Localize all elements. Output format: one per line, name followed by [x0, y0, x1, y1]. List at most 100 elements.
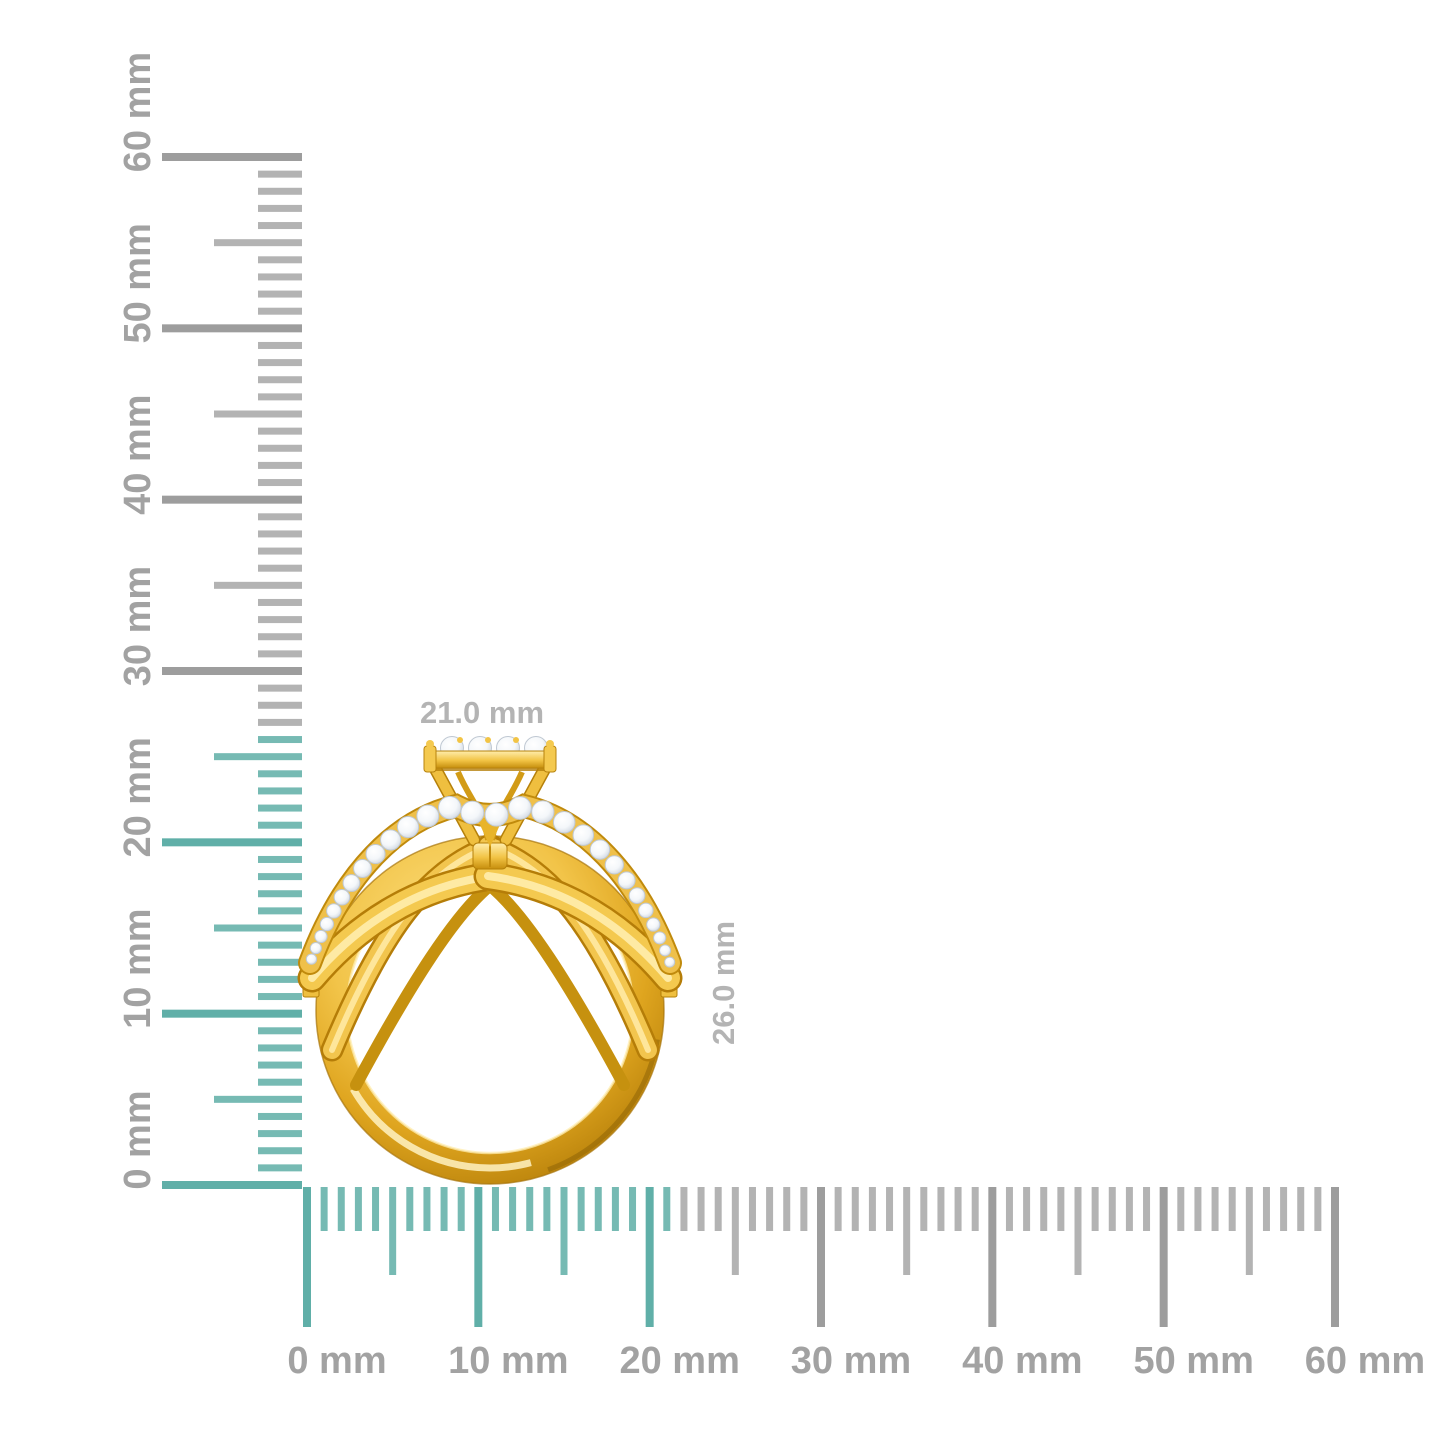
- ruler-tick: [1262, 1187, 1270, 1231]
- ruler-tick: [258, 513, 302, 521]
- pave-diamond: [653, 931, 667, 945]
- ruler-tick: [748, 1187, 756, 1231]
- pave-diamond: [646, 917, 661, 932]
- ruler-tick: [509, 1187, 517, 1231]
- pave-diamond: [638, 902, 654, 919]
- ruler-tick: [1091, 1187, 1099, 1231]
- pave-diamond: [664, 956, 676, 968]
- ruler-label: 40 mm: [117, 394, 159, 514]
- ruler-tick: [526, 1187, 534, 1231]
- ruler-tick: [258, 907, 302, 915]
- ruler-tick: [1314, 1187, 1322, 1231]
- ruler-tick: [214, 410, 302, 418]
- ruler-tick: [1177, 1187, 1185, 1231]
- ruler-tick: [214, 924, 302, 932]
- ruler-label: 10 mm: [117, 908, 159, 1028]
- ruler-tick: [258, 873, 302, 881]
- ruler-tick: [258, 564, 302, 572]
- ruler-tick: [320, 1187, 328, 1231]
- ruler-label: 50 mm: [1133, 1340, 1253, 1382]
- ruler-tick: [491, 1187, 499, 1231]
- ruler-tick: [1228, 1187, 1236, 1231]
- ruler-tick: [954, 1187, 962, 1231]
- ruler-tick: [868, 1187, 876, 1231]
- ruler-tick: [611, 1187, 619, 1231]
- ruler-tick: [214, 581, 302, 589]
- ruler-tick: [372, 1187, 380, 1231]
- ruler-tick: [214, 1095, 302, 1103]
- ruler-label: 30 mm: [117, 566, 159, 686]
- pave-diamond: [617, 871, 636, 890]
- ruler-tick: [258, 941, 302, 949]
- ruler-tick: [258, 479, 302, 487]
- ruler-tick: [800, 1187, 808, 1231]
- ruler-tick: [258, 890, 302, 898]
- ruler-tick: [258, 1061, 302, 1069]
- ruler-tick: [354, 1187, 362, 1231]
- ruler-tick: [337, 1187, 345, 1231]
- ruler-tick: [258, 821, 302, 829]
- ruler-tick: [258, 804, 302, 812]
- ruler-tick: [457, 1187, 465, 1231]
- ruler-tick: [258, 222, 302, 230]
- ruler-tick: [258, 1147, 302, 1155]
- ruler-tick: [1057, 1187, 1065, 1231]
- pave-diamond: [314, 929, 328, 944]
- pave-diamond: [659, 944, 672, 957]
- ruler-tick: [258, 204, 302, 212]
- pave-diamond: [508, 796, 532, 820]
- ruler-tick: [258, 787, 302, 795]
- ruler-tick: [258, 427, 302, 435]
- ruler-tick: [258, 616, 302, 624]
- ruler-tick: [258, 770, 302, 778]
- pave-diamond: [326, 903, 342, 919]
- ruler-tick: [1194, 1187, 1202, 1231]
- ruler-tick: [560, 1187, 568, 1275]
- ruler-tick: [816, 1187, 825, 1327]
- pave-diamond: [365, 843, 386, 865]
- ruler-tick: [258, 1164, 302, 1172]
- ruler-tick: [389, 1187, 397, 1275]
- ruler-tick: [258, 1027, 302, 1035]
- ruler-tick: [971, 1187, 979, 1231]
- ruler-tick: [645, 1187, 654, 1327]
- ruler-tick: [663, 1187, 671, 1231]
- ruler-tick: [258, 187, 302, 195]
- ruler-label: 20 mm: [117, 737, 159, 857]
- ruler-tick: [440, 1187, 448, 1231]
- ruler-tick: [258, 736, 302, 744]
- ruler-tick: [258, 633, 302, 641]
- ruler-tick: [258, 701, 302, 709]
- ruler-tick: [162, 324, 302, 333]
- ruler-tick: [1245, 1187, 1253, 1275]
- ruler-tick: [258, 993, 302, 1001]
- ruler-tick: [1280, 1187, 1288, 1231]
- ruler-tick: [680, 1187, 688, 1231]
- ruler-tick: [162, 1009, 302, 1018]
- ruler-label: 0 mm: [287, 1340, 386, 1382]
- ruler-tick: [577, 1187, 585, 1231]
- ruler-tick: [1125, 1187, 1133, 1231]
- ruler-tick: [1211, 1187, 1219, 1231]
- pave-diamond: [396, 815, 420, 839]
- ruler-tick: [258, 684, 302, 692]
- pave-diamond: [572, 824, 595, 846]
- pave-diamond: [342, 874, 361, 892]
- ruler-label: 0 mm: [117, 1090, 159, 1189]
- ring-image: [297, 736, 677, 1185]
- ruler-tick: [258, 307, 302, 315]
- ruler-tick: [474, 1187, 483, 1327]
- ruler-label: 60 mm: [1305, 1340, 1425, 1382]
- ruler-tick: [697, 1187, 705, 1231]
- ruler-tick: [1297, 1187, 1305, 1231]
- pave-diamond: [484, 802, 509, 827]
- pave-diamond: [380, 829, 402, 851]
- ruler-tick: [258, 598, 302, 606]
- ruler-tick: [1040, 1187, 1048, 1231]
- ruler-tick: [1074, 1187, 1082, 1275]
- pave-diamond: [333, 888, 351, 906]
- ruler-tick: [406, 1187, 414, 1231]
- ruler-tick: [851, 1187, 859, 1231]
- ruler-tick: [258, 547, 302, 555]
- pave-diamond: [589, 839, 611, 860]
